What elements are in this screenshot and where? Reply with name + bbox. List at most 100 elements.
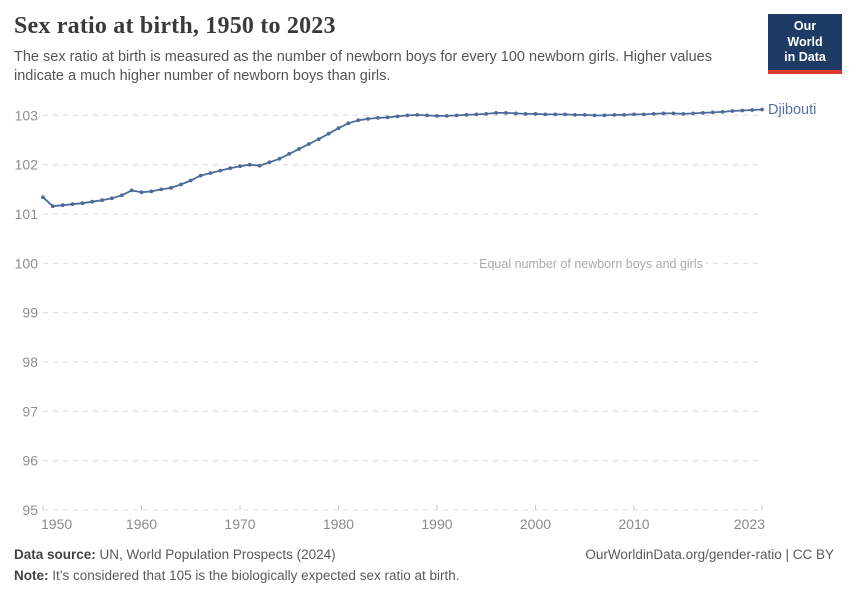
data-point-1990[interactable] xyxy=(435,114,439,118)
data-point-1954[interactable] xyxy=(80,201,85,206)
data-point-2004[interactable] xyxy=(573,113,577,117)
line-chart[interactable]: 95 96 97 98 99 100 101 102 103 1950 1960 1970 1980 19… xyxy=(0,95,850,535)
owid-logo: Our World in Data xyxy=(768,14,842,74)
data-point-1955[interactable] xyxy=(90,199,95,204)
data-point-1998[interactable] xyxy=(513,111,518,116)
data-point-1984[interactable] xyxy=(376,116,380,120)
data-point-2006[interactable] xyxy=(592,113,597,118)
data-point-1993[interactable] xyxy=(464,113,469,117)
data-point-1950[interactable] xyxy=(41,195,45,200)
data-point-1996[interactable] xyxy=(494,111,498,115)
data-point-2005[interactable] xyxy=(582,113,587,117)
data-point-2007[interactable] xyxy=(602,113,607,118)
data-point-1999[interactable] xyxy=(523,112,528,116)
data-point-1964[interactable] xyxy=(179,182,183,187)
data-point-2014[interactable] xyxy=(671,111,676,116)
data-point-1992[interactable] xyxy=(454,113,459,118)
x-tick-label-1960: 1960 xyxy=(126,516,157,532)
data-point-2015[interactable] xyxy=(681,112,686,116)
y-tick-label-100: 100 xyxy=(15,255,39,271)
data-point-2020[interactable] xyxy=(730,109,735,113)
data-point-2002[interactable] xyxy=(553,112,558,117)
data-point-2010[interactable] xyxy=(632,112,636,117)
x-tick-label-1950: 1950 xyxy=(41,516,72,532)
data-point-1967[interactable] xyxy=(208,171,213,175)
data-point-1974[interactable] xyxy=(277,156,282,161)
data-point-1981[interactable] xyxy=(346,121,351,126)
x-tick-label-1980: 1980 xyxy=(323,516,354,532)
data-point-2000[interactable] xyxy=(533,112,538,116)
note-text: It’s considered that 105 is the biologic… xyxy=(48,568,460,583)
data-point-2019[interactable] xyxy=(720,110,725,114)
owid-logo-line1: Our World xyxy=(787,19,823,49)
data-point-1987[interactable] xyxy=(405,113,410,118)
data-point-1985[interactable] xyxy=(385,115,390,120)
data-point-1976[interactable] xyxy=(297,147,301,151)
credit-line: OurWorldinData.org/gender-ratio | CC BY xyxy=(585,547,834,562)
data-point-1980[interactable] xyxy=(336,126,341,131)
data-point-1978[interactable] xyxy=(316,137,321,141)
data-point-1960[interactable] xyxy=(139,190,144,195)
data-point-1957[interactable] xyxy=(110,196,114,201)
data-point-1997[interactable] xyxy=(504,111,508,115)
data-point-2013[interactable] xyxy=(661,111,666,116)
data-point-2008[interactable] xyxy=(612,113,617,117)
data-point-2012[interactable] xyxy=(651,112,656,116)
data-point-1971[interactable] xyxy=(247,162,252,167)
page-title: Sex ratio at birth, 1950 to 2023 xyxy=(14,13,336,39)
data-point-1968[interactable] xyxy=(218,168,223,173)
data-point-1982[interactable] xyxy=(356,118,361,123)
data-point-1970[interactable] xyxy=(238,164,242,169)
x-tick-label-2023: 2023 xyxy=(734,516,765,532)
data-point-1973[interactable] xyxy=(267,160,272,165)
data-point-1956[interactable] xyxy=(100,198,104,203)
y-tick-label-95: 95 xyxy=(22,502,38,518)
data-point-2023[interactable] xyxy=(760,107,764,112)
data-point-1979[interactable] xyxy=(326,131,331,136)
data-point-2021[interactable] xyxy=(740,108,745,113)
data-point-2003[interactable] xyxy=(563,112,567,117)
chart-header: Sex ratio at birth, 1950 to 2023 The sex… xyxy=(14,13,746,87)
entity-label-djibouti[interactable]: Djibouti xyxy=(768,102,816,118)
data-point-1958[interactable] xyxy=(119,193,124,198)
chart-note: Note: It’s considered that 105 is the bi… xyxy=(14,568,834,583)
y-tick-label-101: 101 xyxy=(15,206,39,222)
data-point-2011[interactable] xyxy=(641,112,646,117)
data-point-1965[interactable] xyxy=(188,178,193,183)
data-point-1995[interactable] xyxy=(484,112,489,116)
data-source-label: Data source: xyxy=(14,547,96,562)
data-point-1961[interactable] xyxy=(149,189,154,194)
data-point-2018[interactable] xyxy=(710,110,715,115)
y-tick-label-97: 97 xyxy=(22,403,38,419)
data-point-1969[interactable] xyxy=(228,166,233,171)
data-point-1988[interactable] xyxy=(415,113,420,117)
data-point-1989[interactable] xyxy=(425,113,429,118)
data-point-1962[interactable] xyxy=(159,187,164,192)
data-point-1972[interactable] xyxy=(257,163,262,168)
data-source-text: UN, World Population Prospects (2024) xyxy=(95,547,336,562)
data-point-1951[interactable] xyxy=(50,204,55,209)
data-point-1991[interactable] xyxy=(444,114,449,118)
x-tick-label-2010: 2010 xyxy=(618,516,649,532)
data-point-1977[interactable] xyxy=(307,142,311,146)
y-tick-label-96: 96 xyxy=(22,453,38,469)
data-point-1952[interactable] xyxy=(60,203,65,208)
data-point-1994[interactable] xyxy=(474,112,479,117)
data-point-2017[interactable] xyxy=(701,111,705,115)
y-tick-label-98: 98 xyxy=(22,354,38,370)
data-point-2022[interactable] xyxy=(750,108,755,112)
data-point-1986[interactable] xyxy=(395,114,400,119)
data-point-1963[interactable] xyxy=(169,186,173,190)
chart-footer: Data source: UN, World Population Prospe… xyxy=(14,547,834,583)
data-source: Data source: UN, World Population Prospe… xyxy=(14,547,336,562)
data-point-2001[interactable] xyxy=(543,112,548,117)
data-point-2016[interactable] xyxy=(691,111,695,116)
data-point-1966[interactable] xyxy=(198,173,203,178)
data-point-1953[interactable] xyxy=(70,202,75,207)
data-point-2009[interactable] xyxy=(622,113,626,117)
data-point-1983[interactable] xyxy=(366,117,370,121)
data-point-1975[interactable] xyxy=(287,152,292,156)
data-point-1959[interactable] xyxy=(129,188,134,193)
owid-logo-line2: in Data xyxy=(784,50,826,65)
